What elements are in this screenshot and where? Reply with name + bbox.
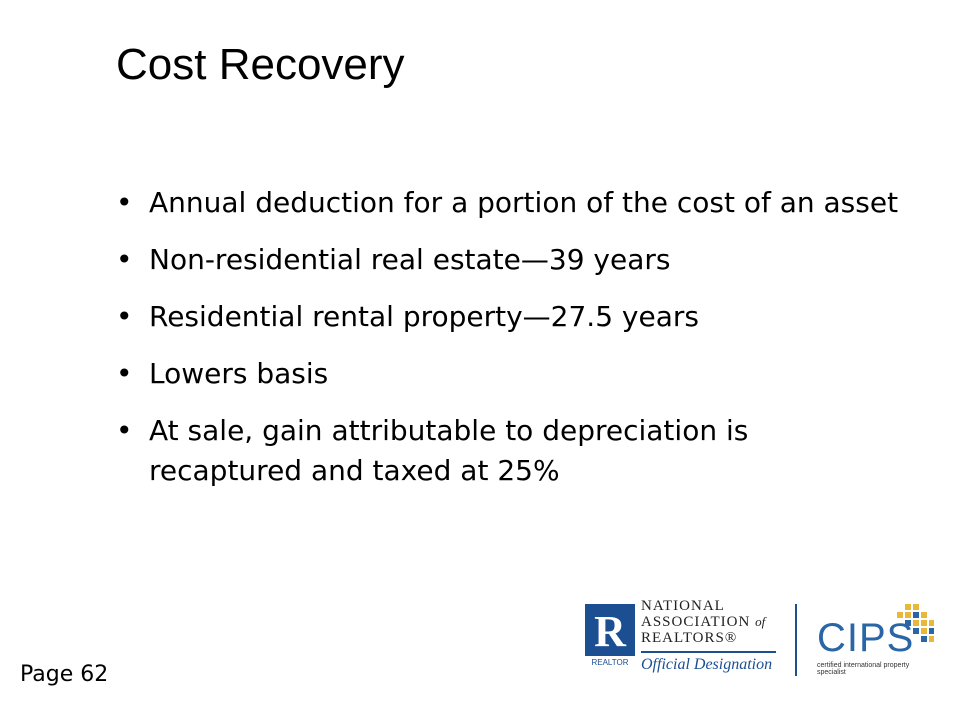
- bullet-text: At sale, gain attributable to depreciati…: [149, 414, 749, 487]
- bullet-text: Non-residential real estate—39 years: [149, 243, 671, 276]
- cips-subtitle: certified international property special…: [817, 662, 910, 676]
- bullet-text: Annual deduction for a portion of the co…: [149, 186, 899, 219]
- bullet-item: • Residential rental property—27.5 years: [116, 297, 906, 337]
- bullet-item: • Lowers basis: [116, 354, 906, 394]
- realtor-logo: R: [585, 604, 635, 656]
- bullet-dot: •: [116, 357, 133, 390]
- bullet-item: • At sale, gain attributable to depreciat…: [116, 411, 906, 491]
- official-designation: Official Designation: [641, 656, 773, 673]
- logo-banner: R REALTOR NATIONAL ASSOCIATION of REALTO…: [585, 598, 934, 680]
- bullet-list: • Annual deduction for a portion of the c…: [116, 183, 906, 508]
- bullet-dot: •: [116, 186, 133, 219]
- bullet-dot: •: [116, 300, 133, 333]
- nar-line-realtors: REALTORS®: [641, 630, 738, 646]
- cips-grid-icon: [897, 604, 934, 642]
- cips-wordmark: CIPS: [817, 616, 915, 660]
- bullet-dot: •: [116, 414, 133, 447]
- realtor-r-letter: R: [594, 607, 626, 656]
- nar-line-national: NATIONAL: [641, 598, 725, 614]
- logo-divider: [795, 604, 797, 676]
- nar-wordmark: NATIONAL ASSOCIATION of REALTORS®: [641, 598, 765, 646]
- bullet-dot: •: [116, 243, 133, 276]
- slide-title: Cost Recovery: [116, 40, 405, 89]
- bullet-text: Residential rental property—27.5 years: [149, 300, 699, 333]
- page-number: Page 62: [20, 662, 109, 687]
- nar-rule: [641, 651, 776, 653]
- bullet-text: Lowers basis: [149, 357, 329, 390]
- bullet-item: • Non-residential real estate—39 years: [116, 240, 906, 280]
- realtor-sub-label: REALTOR: [591, 658, 629, 667]
- bullet-item: • Annual deduction for a portion of the c…: [116, 183, 906, 223]
- nar-line-association: ASSOCIATION of: [641, 614, 766, 630]
